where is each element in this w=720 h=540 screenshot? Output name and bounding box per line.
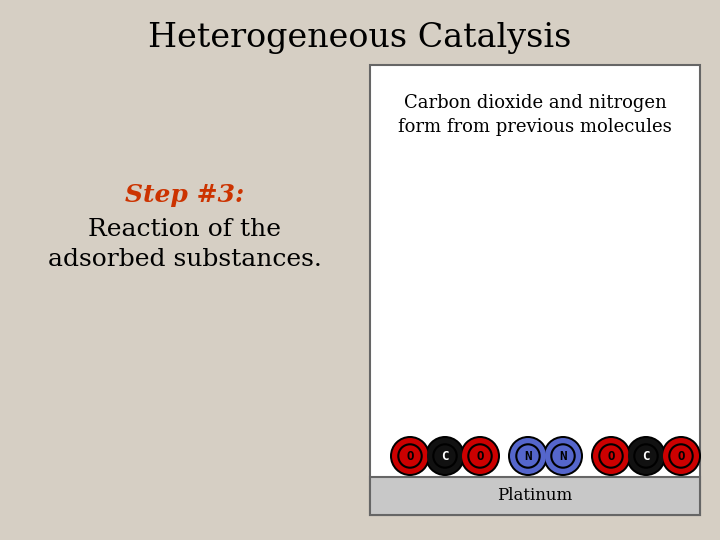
Text: C: C (642, 449, 649, 462)
Circle shape (510, 438, 546, 474)
Bar (370, 477, 700, 515)
Circle shape (628, 438, 664, 474)
Circle shape (593, 438, 629, 474)
Circle shape (462, 438, 498, 474)
Circle shape (626, 436, 666, 476)
Text: O: O (678, 449, 685, 462)
Text: adsorbed substances.: adsorbed substances. (48, 248, 322, 272)
Circle shape (508, 436, 548, 476)
Circle shape (661, 436, 701, 476)
Text: N: N (559, 449, 567, 462)
Bar (370, 65, 700, 515)
Text: O: O (476, 449, 484, 462)
Circle shape (392, 438, 428, 474)
Circle shape (663, 438, 699, 474)
Text: N: N (524, 449, 532, 462)
Text: C: C (441, 449, 449, 462)
Text: Carbon dioxide and nitrogen: Carbon dioxide and nitrogen (404, 94, 667, 112)
Text: Reaction of the: Reaction of the (89, 219, 282, 241)
Text: form from previous molecules: form from previous molecules (398, 118, 672, 136)
Circle shape (427, 438, 463, 474)
Circle shape (591, 436, 631, 476)
Circle shape (545, 438, 581, 474)
Circle shape (425, 436, 465, 476)
Circle shape (390, 436, 430, 476)
Circle shape (543, 436, 583, 476)
Text: O: O (607, 449, 615, 462)
Text: O: O (406, 449, 414, 462)
Circle shape (460, 436, 500, 476)
Text: Heterogeneous Catalysis: Heterogeneous Catalysis (148, 22, 572, 54)
Text: Step #3:: Step #3: (125, 183, 245, 207)
Text: Platinum: Platinum (498, 488, 572, 504)
